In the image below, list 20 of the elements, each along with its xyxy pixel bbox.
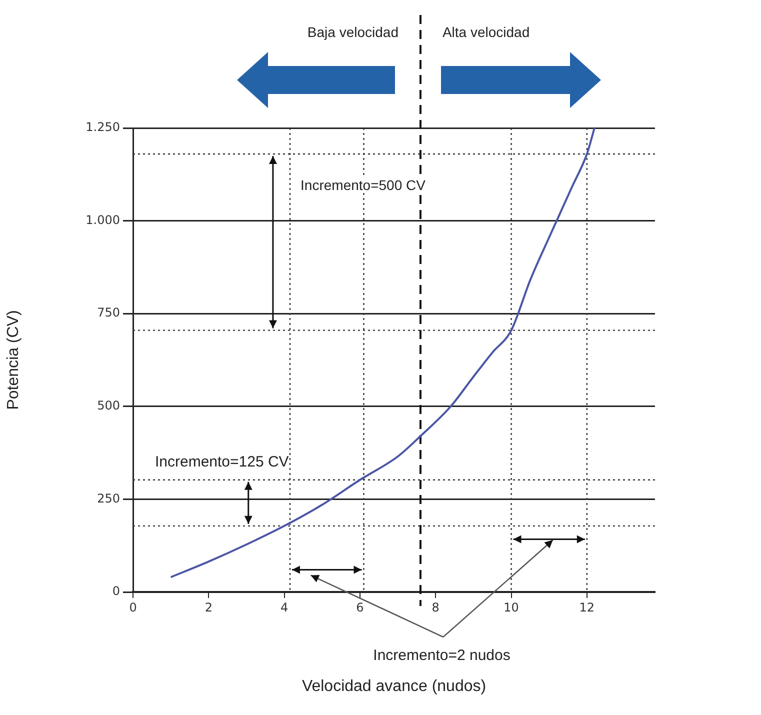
text: Alta velocidad	[442, 24, 530, 40]
y-tick-label: 500	[97, 398, 120, 413]
text: Incremento=2 nudos	[373, 647, 510, 664]
x-tick-label: 4	[280, 600, 288, 614]
annotation: Incremento=500 CV	[298, 176, 428, 193]
x-tick-label: 8	[432, 600, 440, 614]
y-tick-label: 750	[97, 306, 120, 320]
y-tick-label: 1.250	[86, 120, 120, 134]
x-tick-label: 12	[579, 600, 595, 614]
x-tick-label: 0	[129, 600, 137, 614]
y-tick-label: 1.000	[86, 212, 120, 227]
x-tick-label: 2	[204, 600, 212, 614]
x-tick-label: 10	[504, 600, 519, 614]
y-tick-label: 0	[112, 584, 120, 598]
annotation: Incremento=125 CV	[154, 454, 289, 471]
x-axis-title: Velocidad avance (nudos)	[302, 678, 486, 695]
x-tick-label: 6	[356, 600, 364, 614]
y-axis-title: Potencia (CV)	[5, 310, 22, 410]
text: Baja velocidad	[307, 24, 398, 40]
y-tick-label: 250	[97, 491, 120, 506]
